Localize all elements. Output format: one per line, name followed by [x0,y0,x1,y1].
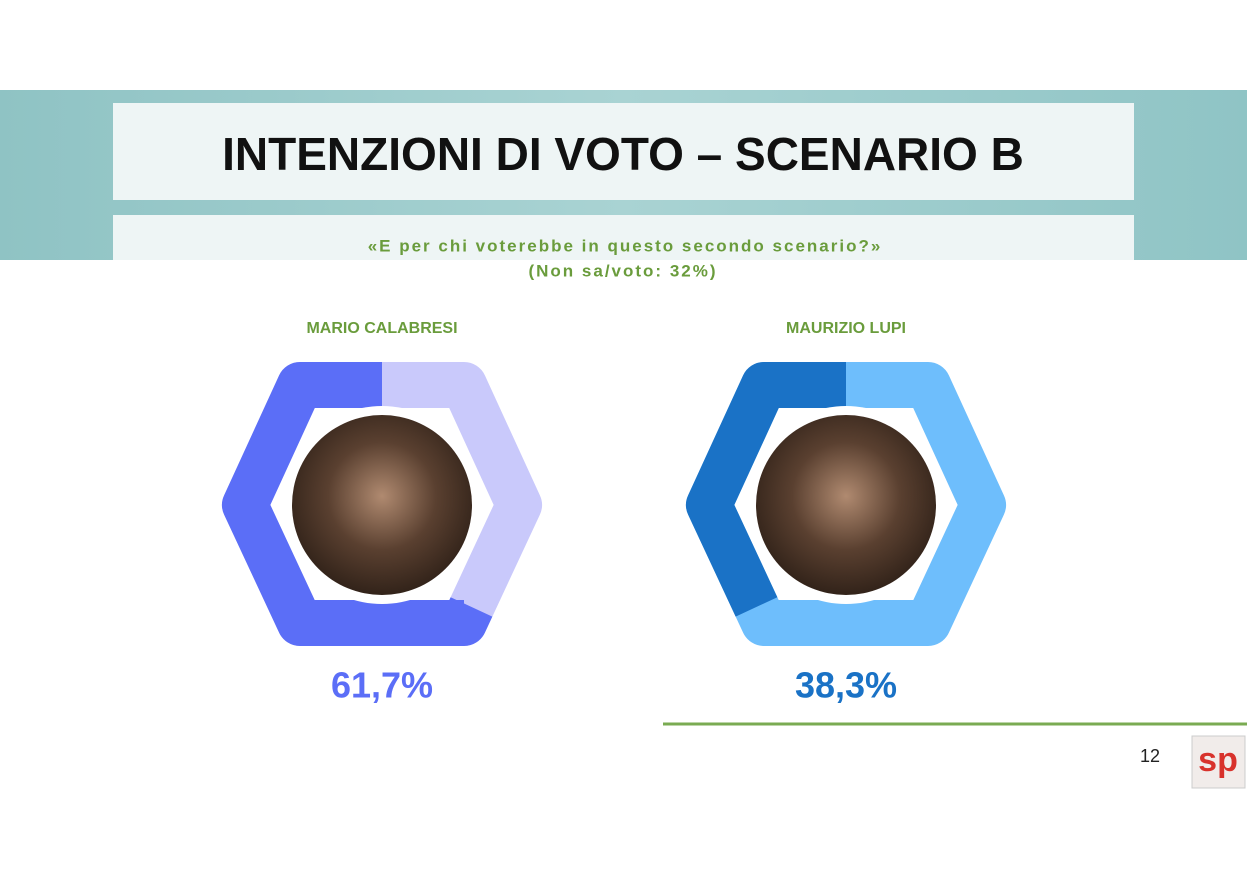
candidate-name: MARIO CALABRESI [306,320,457,337]
photo [292,415,472,595]
note: (Non sa/voto: 32%) [528,261,717,280]
page-number: 12 [1140,746,1160,766]
question: «E per chi voterebbe in questo secondo s… [368,236,883,255]
title-box [113,103,1134,200]
donut-segment [222,362,542,646]
title: INTENZIONI DI VOTO – SCENARIO B [222,128,1024,180]
value-label: 61,7% [331,665,433,706]
donut-segment [686,362,1006,646]
logo-box [1191,735,1246,789]
photo [756,415,936,595]
subtitle-box [113,215,1134,260]
value-label: 38,3% [795,665,897,706]
candidate-name: MAURIZIO LUPI [786,320,906,337]
logo: sp [1198,741,1238,779]
